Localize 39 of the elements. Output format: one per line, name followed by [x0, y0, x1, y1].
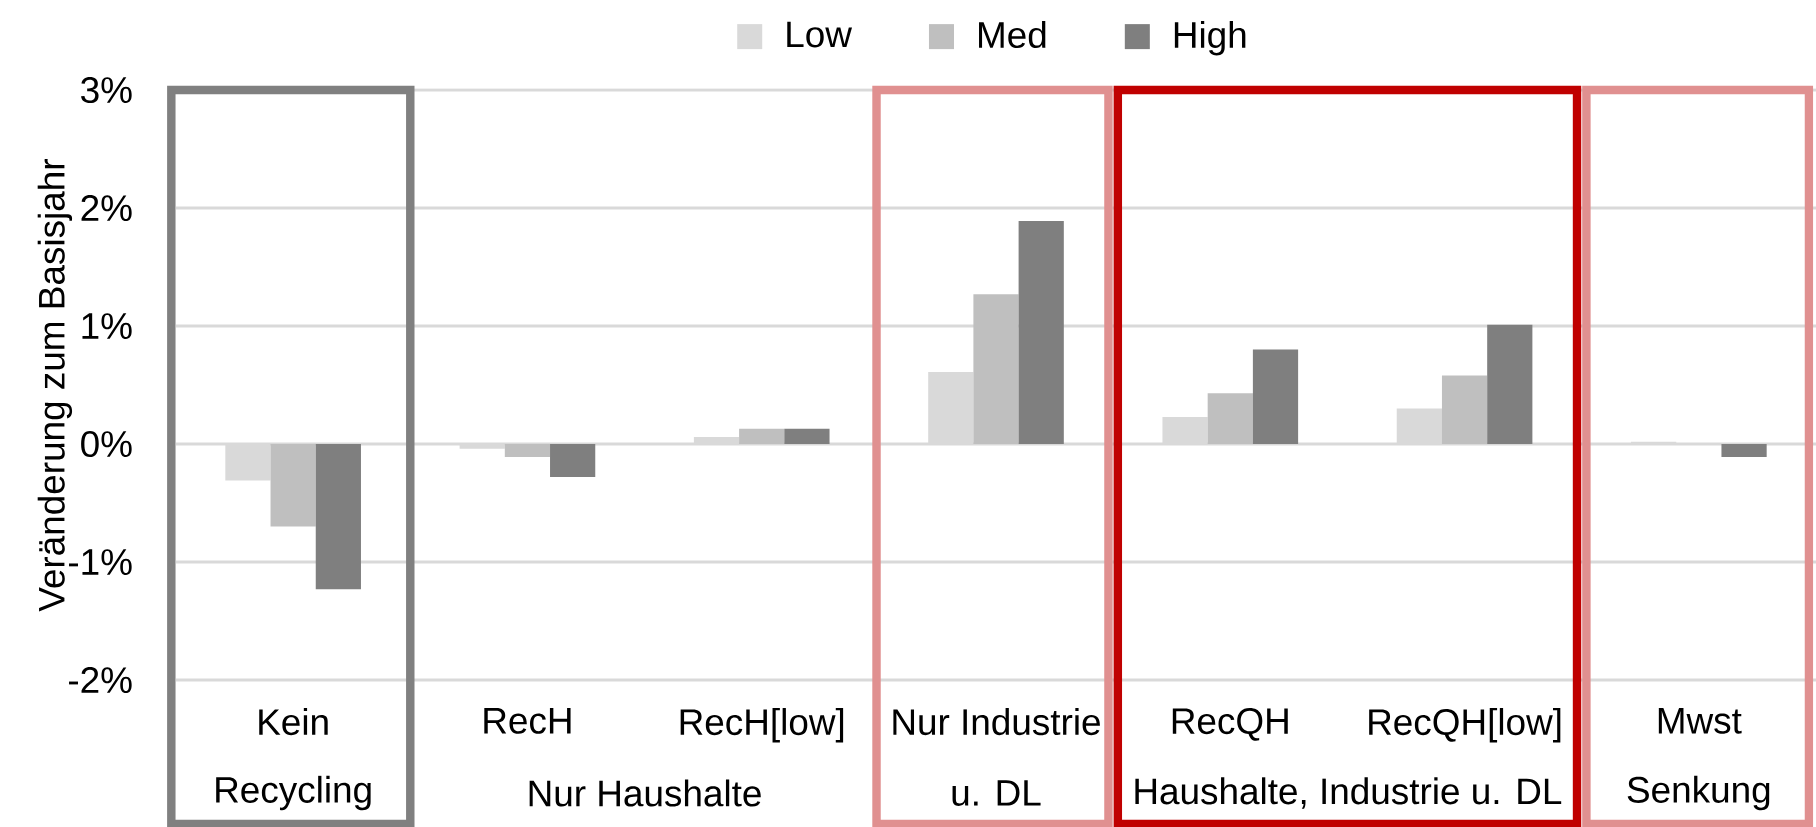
x-tick-label: Kein — [259, 708, 328, 736]
x-tick-label: RecH — [484, 708, 571, 734]
text: u. DL — [952, 780, 1041, 806]
bar — [550, 444, 596, 478]
bar — [693, 436, 740, 445]
bar — [1162, 416, 1208, 445]
bar — [459, 444, 505, 449]
bar — [1252, 349, 1299, 445]
bar — [225, 444, 271, 481]
y-tick-label: 0% — [81, 430, 132, 458]
text: Senkung — [1627, 775, 1770, 811]
bar — [1018, 221, 1064, 445]
bar — [1396, 408, 1442, 445]
y-tick-label: -2% — [69, 667, 132, 694]
bar — [270, 444, 316, 527]
x-tick-label: Nur Industrie — [893, 708, 1100, 736]
bar — [928, 372, 974, 445]
y-tick-label: 1% — [82, 313, 132, 339]
legend-label: High — [1174, 20, 1246, 56]
bar — [504, 444, 551, 457]
bar — [1441, 375, 1488, 445]
bar — [1721, 444, 1767, 457]
text: Nur Haushalte — [529, 779, 761, 807]
y-tick-label: 2% — [81, 195, 132, 222]
text: Recycling — [216, 775, 371, 811]
bar — [973, 294, 1019, 445]
bar — [784, 428, 830, 445]
bar — [739, 428, 785, 445]
x-tick-label: Mwst — [1658, 708, 1742, 734]
y-tick-label: 3% — [81, 76, 132, 104]
x-tick-label: RecQH — [1172, 708, 1288, 741]
x-tick-label: RecQH[low] — [1369, 708, 1561, 743]
bar — [315, 444, 361, 590]
legend-label: Low — [787, 21, 853, 48]
x-tick-label: RecH[low] — [680, 708, 844, 743]
bar — [1207, 393, 1253, 445]
legend-label: Med — [979, 20, 1046, 49]
text: Haushalte, Industrie u. DL — [1135, 777, 1562, 809]
bar — [1487, 324, 1533, 445]
